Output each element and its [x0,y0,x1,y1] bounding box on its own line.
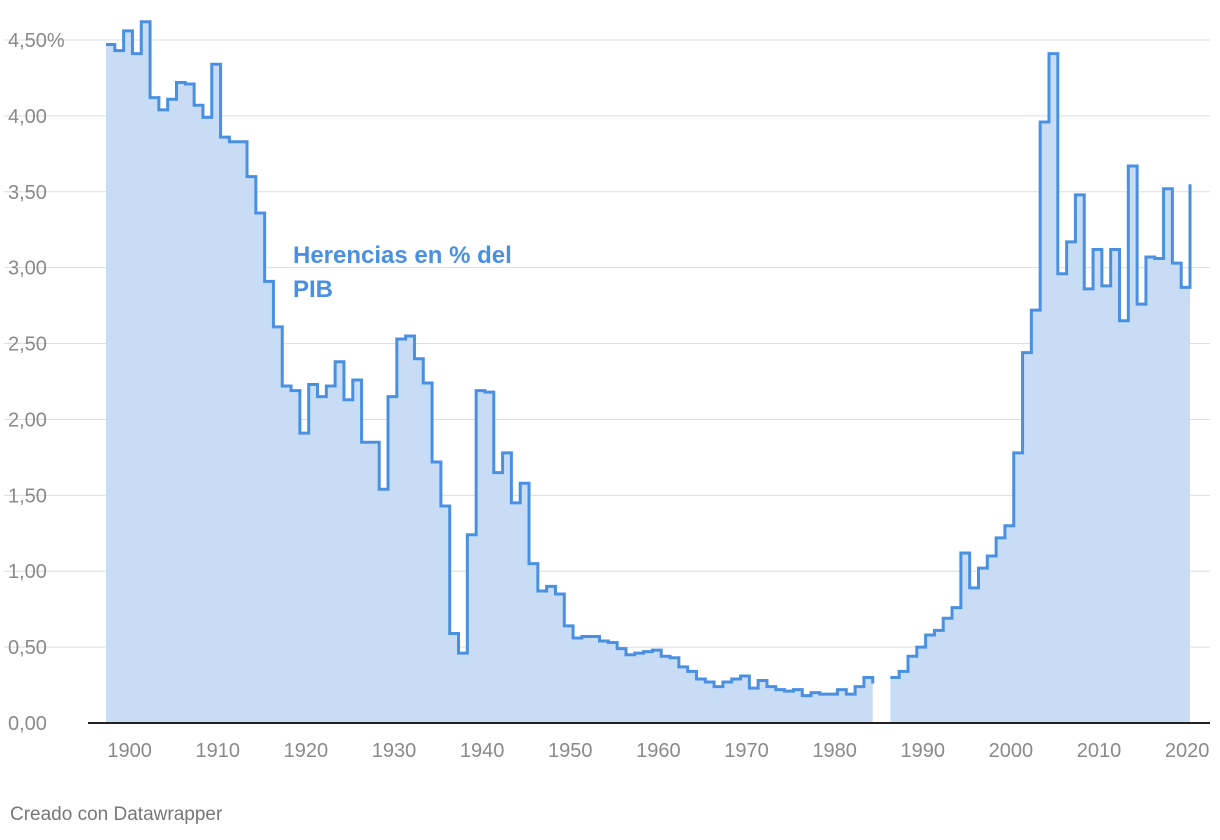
annotation-line-2: PIB [293,276,333,303]
x-tick-label: 1950 [548,740,593,762]
y-axis-ticks: 0,00 0,50 1,00 1,50 2,00 2,50 3,00 3,50 4,00 4,50… [8,30,65,735]
x-tick-label: 1920 [284,740,329,762]
y-tick-label: 2,50 [8,334,47,356]
series-line [106,20,1192,698]
y-tick-label: 0,50 [8,637,47,659]
x-tick-label: 1970 [724,740,769,762]
y-tick-label: 0,00 [8,713,47,735]
x-tick-label: 2020 [1165,740,1210,762]
y-tick-label: 4,50% [8,30,65,52]
area-segment [106,21,873,723]
x-tick-label: 1930 [372,740,417,762]
area-fill [106,21,1190,724]
annotation-line-1: Herencias en % del [293,242,512,269]
x-axis-ticks: 1900 1910 1920 1930 1940 1950 1960 1970 1980 1990… [107,740,1209,762]
line-segment [106,20,875,698]
x-tick-label: 1980 [812,740,857,762]
x-tick-label: 1990 [901,740,946,762]
footer-credit: Creado con Datawrapper [10,804,223,825]
x-tick-label: 1910 [196,740,241,762]
x-tick-label: 2010 [1077,740,1122,762]
chart: 0,00 0,50 1,00 1,50 2,00 2,50 3,00 3,50 4,00 4,50… [4,20,1210,762]
line-segment [890,52,1192,679]
x-tick-label: 1900 [107,740,152,762]
y-tick-label: 1,50 [8,485,47,507]
x-tick-label: 1960 [636,740,681,762]
y-tick-label: 3,50 [8,182,47,204]
y-tick-label: 1,00 [8,561,47,583]
y-tick-label: 3,00 [8,258,47,280]
y-tick-label: 4,00 [8,106,47,128]
x-tick-label: 2000 [989,740,1034,762]
area-segment [890,53,1190,724]
y-tick-label: 2,00 [8,409,47,431]
x-tick-label: 1940 [460,740,505,762]
